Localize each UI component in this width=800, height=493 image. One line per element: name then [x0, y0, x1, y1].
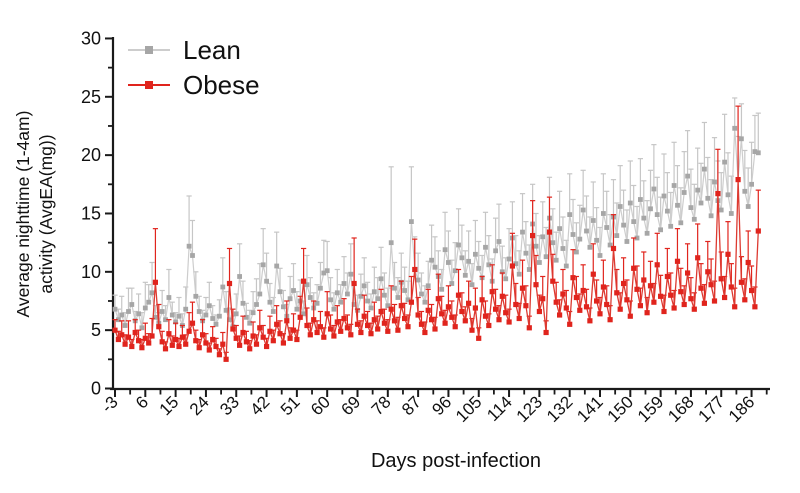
lean-series [112, 97, 761, 331]
x-tick-label: 33 [216, 392, 243, 419]
x-tick-label: 141 [573, 392, 606, 425]
y-tick-label: 20 [81, 145, 101, 165]
x-tick-label: 96 [428, 392, 455, 419]
y-tick-label: 30 [81, 28, 101, 48]
y-axis-title: Average nighttime (1-4am) activity (AvgE… [12, 34, 58, 394]
x-tick-label: 114 [483, 392, 516, 425]
x-tick-label: 87 [398, 392, 425, 419]
x-tick-label: 60 [307, 392, 334, 419]
x-tick-label: 186 [725, 392, 758, 425]
y-axis-title-line2: activity (AvgEA(mg)) [36, 134, 56, 294]
x-axis-title: Days post-infection [370, 450, 542, 472]
obese-series [112, 105, 761, 362]
x-axis-ticks: -3 6 15 24 33 42 51 60 69 78 87 9610511412313214115… [98, 390, 768, 426]
x-tick-label: 69 [338, 392, 365, 419]
y-tick-label: 0 [91, 379, 101, 399]
y-tick-label: 5 [91, 320, 101, 340]
x-tick-label: 177 [695, 392, 728, 425]
y-axis-ticks: 0 5 10 15 20 25 30 [81, 28, 112, 399]
legend-label-lean: Lean [183, 34, 241, 65]
x-tick-label: 132 [543, 392, 576, 425]
x-tick-label: 150 [604, 392, 637, 425]
x-tick-label: -3 [98, 392, 122, 416]
x-tick-label: 78 [368, 392, 395, 419]
x-tick-label: 24 [186, 392, 213, 419]
y-tick-label: 10 [81, 262, 101, 282]
x-tick-label: 123 [513, 392, 546, 425]
y-axis-title-line1: Average nighttime (1-4am) [13, 110, 33, 318]
x-tick-label: 159 [634, 392, 667, 425]
lean-series-swatch [128, 44, 170, 56]
lean-square-marker-icon [145, 45, 153, 54]
x-tick-label: 42 [247, 392, 274, 419]
x-tick-label: 51 [277, 392, 304, 419]
x-tick-label: 15 [156, 392, 183, 419]
x-tick-label: 105 [452, 392, 485, 425]
legend-label-obese: Obese [183, 69, 260, 100]
obese-series-swatch [128, 79, 170, 91]
chart-legend: Lean Obese [128, 32, 260, 102]
legend-item-lean: Lean [128, 32, 260, 67]
y-tick-label: 25 [81, 87, 101, 107]
x-tick-label: 6 [132, 392, 152, 412]
y-tick-label: 15 [81, 203, 101, 223]
obese-square-marker-icon [145, 80, 153, 89]
x-tick-label: 168 [664, 392, 697, 425]
legend-item-obese: Obese [128, 67, 260, 102]
